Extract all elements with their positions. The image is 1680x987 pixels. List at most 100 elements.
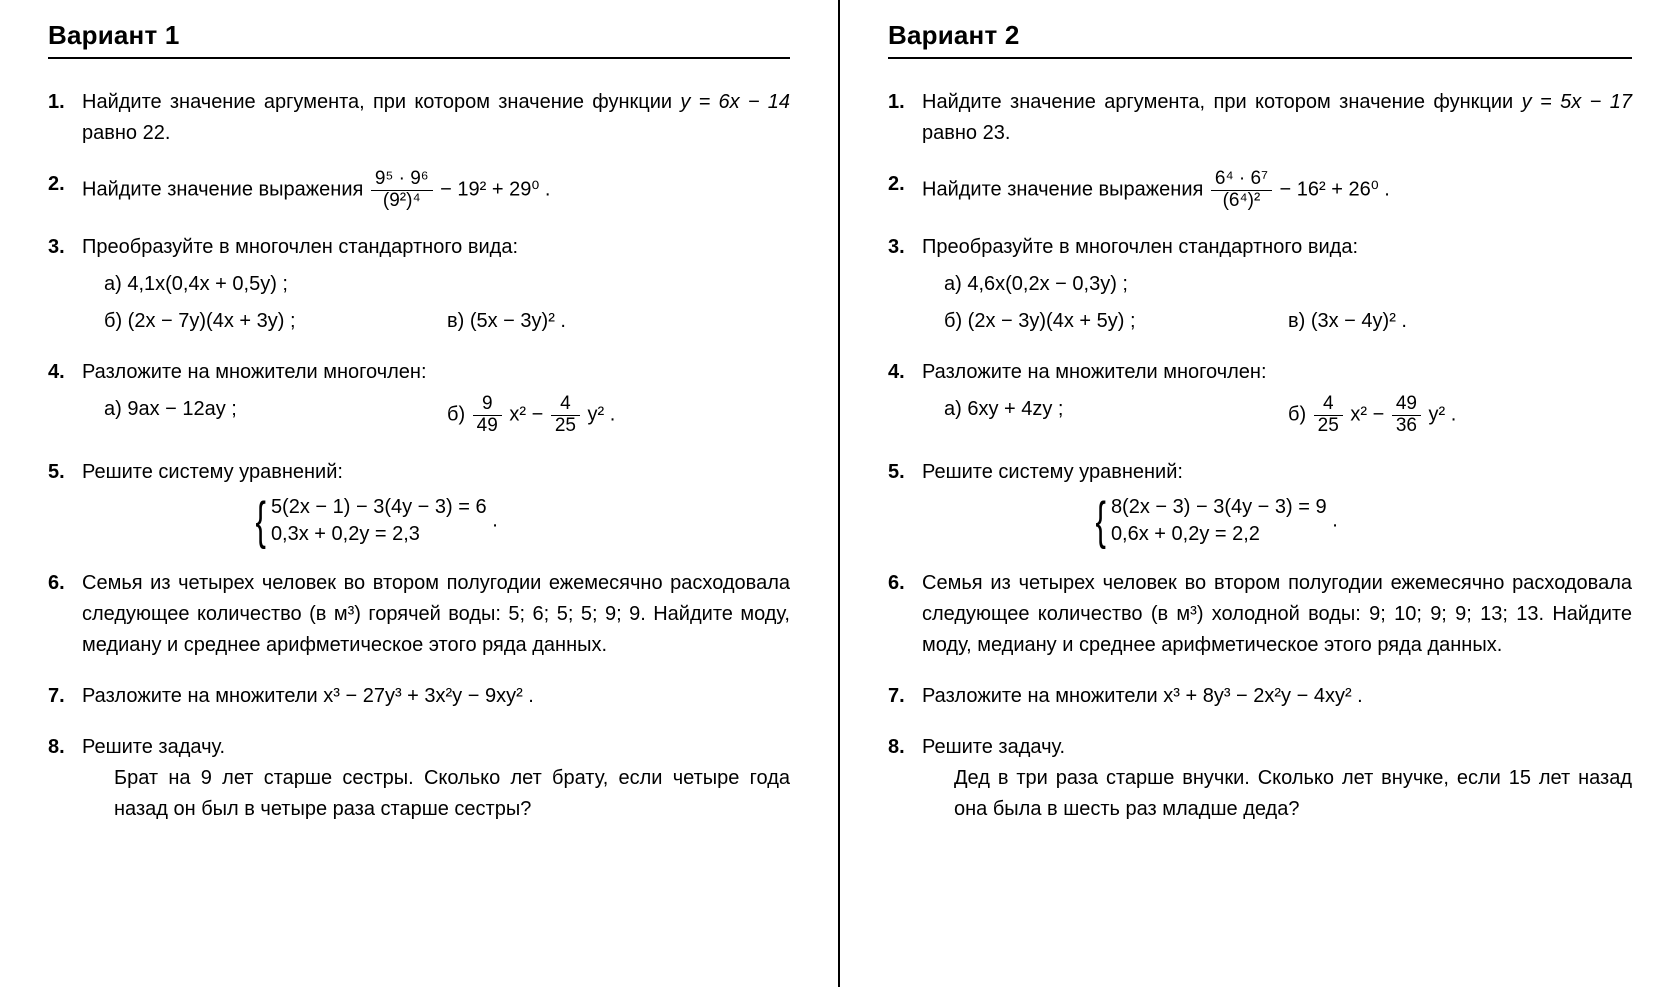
q5: 5. Решите систему уравнений: { 5(2x − 1)…	[48, 457, 790, 548]
q6-num: 6.	[48, 568, 82, 661]
q7-text: Разложите на множители x³ − 27y³ + 3x²y …	[82, 681, 790, 712]
q4-frac2-bot: 25	[551, 416, 580, 437]
q5-text: Решите систему уравнений:	[82, 457, 790, 488]
q4-b: б) 9 49 x² − 4 25 y² .	[447, 394, 790, 437]
q3-body: Преобразуйте в многочлен стандартного ви…	[82, 232, 790, 337]
v2-q5-line2: 0,6x + 0,2y = 2,2	[1111, 521, 1327, 548]
v2-q2-text: Найдите значение выражения	[922, 179, 1209, 201]
q4-frac2-top: 4	[551, 394, 580, 416]
q1-body: Найдите значение аргумента, при котором …	[82, 87, 790, 149]
v2-q8-num: 8.	[888, 732, 922, 825]
q2-tail: − 19² + 29⁰ .	[440, 179, 550, 201]
v2-q7: 7. Разложите на множители x³ + 8y³ − 2x²…	[888, 681, 1632, 712]
v2-q3-body: Преобразуйте в многочлен стандартного ви…	[922, 232, 1632, 337]
v2-q1-text-a: Найдите значение аргумента, при котором …	[922, 91, 1522, 113]
q2-fraction: 9⁵ · 9⁶ (9²)⁴	[371, 169, 433, 212]
v2-q4-frac2-bot: 36	[1392, 416, 1421, 437]
v2-q4-b-label: б)	[1288, 403, 1312, 425]
q4-mid: x² −	[509, 403, 548, 425]
q1-num: 1.	[48, 87, 82, 149]
v2-q3-text: Преобразуйте в многочлен стандартного ви…	[922, 232, 1632, 263]
q5-dot: .	[492, 509, 498, 531]
v2-q1-num: 1.	[888, 87, 922, 149]
v2-q4-frac1-top: 4	[1314, 394, 1343, 416]
v2-q8-body: Решите задачу. Дед в три раза старше вну…	[922, 732, 1632, 825]
q3-num: 3.	[48, 232, 82, 337]
v2-q5-brace: { 8(2x − 3) − 3(4y − 3) = 9 0,6x + 0,2y …	[1092, 494, 1327, 548]
v2-q4: 4. Разложите на множители многочлен: а) …	[888, 357, 1632, 437]
v2-q8-text: Решите задачу.	[922, 732, 1632, 763]
variant-2-title: Вариант 2	[888, 20, 1632, 59]
q1-func: y = 6x − 14	[680, 91, 790, 113]
v2-q4-frac2-top: 49	[1392, 394, 1421, 416]
q3-v: в) (5x − 3y)² .	[447, 306, 790, 337]
variant-1-title: Вариант 1	[48, 20, 790, 59]
v2-q7-num: 7.	[888, 681, 922, 712]
v2-q1: 1. Найдите значение аргумента, при котор…	[888, 87, 1632, 149]
q4-num: 4.	[48, 357, 82, 437]
q7: 7. Разложите на множители x³ − 27y³ + 3x…	[48, 681, 790, 712]
q1-text-a: Найдите значение аргумента, при котором …	[82, 91, 680, 113]
v2-q1-body: Найдите значение аргумента, при котором …	[922, 87, 1632, 149]
q5-lines: 5(2x − 1) − 3(4y − 3) = 6 0,3x + 0,2y = …	[271, 494, 487, 548]
v2-q4-frac1: 4 25	[1314, 394, 1343, 437]
variant-2: Вариант 2 1. Найдите значение аргумента,…	[840, 0, 1680, 987]
v2-q4-end: y² .	[1429, 403, 1457, 425]
q4-frac1-top: 9	[473, 394, 502, 416]
v2-q4-text: Разложите на множители многочлен:	[922, 357, 1632, 388]
v2-q5-body: Решите систему уравнений: { 8(2x − 3) − …	[922, 457, 1632, 548]
q8-text: Решите задачу.	[82, 732, 790, 763]
v2-q1-func: y = 5x − 17	[1522, 91, 1632, 113]
v2-q2-frac-top: 6⁴ · 6⁷	[1211, 169, 1272, 191]
v2-q1-text-b: равно 23.	[922, 122, 1010, 144]
v2-q4-body: Разложите на множители многочлен: а) 6xy…	[922, 357, 1632, 437]
q4-frac1: 9 49	[473, 394, 502, 437]
brace-icon: {	[255, 495, 265, 547]
q8-para: Брат на 9 лет старше сестры. Сколько лет…	[82, 763, 790, 825]
v2-q2-tail: − 16² + 26⁰ .	[1280, 179, 1390, 201]
q4-end: y² .	[588, 403, 616, 425]
q2-frac-bot: (9²)⁴	[371, 191, 433, 212]
q2-frac-top: 9⁵ · 9⁶	[371, 169, 433, 191]
variant-1: Вариант 1 1. Найдите значение аргумента,…	[0, 0, 840, 987]
q5-num: 5.	[48, 457, 82, 548]
q3-text: Преобразуйте в многочлен стандартного ви…	[82, 232, 790, 263]
q8-num: 8.	[48, 732, 82, 825]
q2: 2. Найдите значение выражения 9⁵ · 9⁶ (9…	[48, 169, 790, 212]
v2-q8-para: Дед в три раза старше внучки. Сколько ле…	[922, 763, 1632, 825]
v2-q8: 8. Решите задачу. Дед в три раза старше …	[888, 732, 1632, 825]
q6: 6. Семья из четырех человек во втором по…	[48, 568, 790, 661]
q4-frac2: 4 25	[551, 394, 580, 437]
q5-body: Решите систему уравнений: { 5(2x − 1) − …	[82, 457, 790, 548]
v2-q4-frac1-bot: 25	[1314, 416, 1343, 437]
q8: 8. Решите задачу. Брат на 9 лет старше с…	[48, 732, 790, 825]
v2-q2-fraction: 6⁴ · 6⁷ (6⁴)²	[1211, 169, 1272, 212]
v2-q6-text: Семья из четырех человек во втором полуг…	[922, 568, 1632, 661]
q2-text: Найдите значение выражения	[82, 179, 369, 201]
q4-text: Разложите на множители многочлен:	[82, 357, 790, 388]
q4-frac1-bot: 49	[473, 416, 502, 437]
v2-q4-num: 4.	[888, 357, 922, 437]
v2-q5-lines: 8(2x − 3) − 3(4y − 3) = 9 0,6x + 0,2y = …	[1111, 494, 1327, 548]
v2-q2-body: Найдите значение выражения 6⁴ · 6⁷ (6⁴)²…	[922, 169, 1632, 212]
v2-q5-dot: .	[1332, 509, 1338, 531]
v2-q2-frac-bot: (6⁴)²	[1211, 191, 1272, 212]
v2-q5-num: 5.	[888, 457, 922, 548]
q3-b: б) (2x − 7y)(4x + 3y) ;	[104, 306, 447, 337]
v2-q7-text: Разложите на множители x³ + 8y³ − 2x²y −…	[922, 681, 1632, 712]
q3: 3. Преобразуйте в многочлен стандартного…	[48, 232, 790, 337]
q6-text: Семья из четырех человек во втором полуг…	[82, 568, 790, 661]
v2-q4-frac2: 49 36	[1392, 394, 1421, 437]
q4-b-label: б)	[447, 403, 471, 425]
q5-system: { 5(2x − 1) − 3(4y − 3) = 6 0,3x + 0,2y …	[82, 494, 790, 548]
v2-q3-b: б) (2x − 3y)(4x + 5y) ;	[944, 306, 1288, 337]
v2-q5: 5. Решите систему уравнений: { 8(2x − 3)…	[888, 457, 1632, 548]
v2-q2: 2. Найдите значение выражения 6⁴ · 6⁷ (6…	[888, 169, 1632, 212]
q4-a: а) 9ax − 12ay ;	[104, 394, 447, 437]
v2-q3-num: 3.	[888, 232, 922, 337]
v2-q5-line1: 8(2x − 3) − 3(4y − 3) = 9	[1111, 494, 1327, 521]
v2-q4-a: а) 6xy + 4zy ;	[944, 394, 1288, 437]
q8-body: Решите задачу. Брат на 9 лет старше сест…	[82, 732, 790, 825]
q2-num: 2.	[48, 169, 82, 212]
q2-body: Найдите значение выражения 9⁵ · 9⁶ (9²)⁴…	[82, 169, 790, 212]
